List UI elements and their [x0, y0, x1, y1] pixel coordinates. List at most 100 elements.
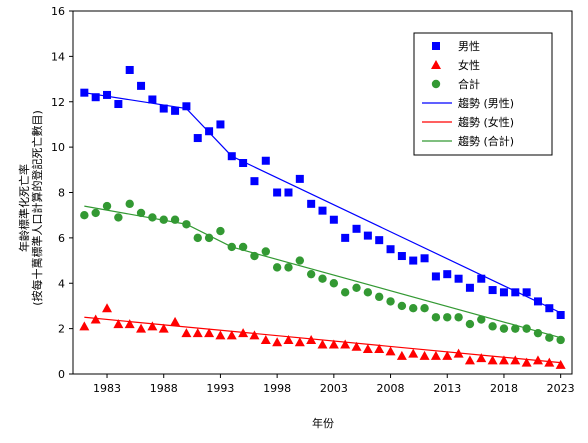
data-point-series-2	[318, 274, 327, 283]
data-point-series-2	[272, 263, 282, 272]
legend-trend-label-0: 趨勢 (男性)	[458, 96, 514, 110]
data-point-series-1	[102, 303, 113, 313]
data-point-series-1	[498, 355, 509, 365]
data-point-series-2	[454, 313, 463, 322]
y-tick-label: 16	[51, 5, 65, 18]
data-point-series-0	[295, 174, 304, 183]
data-point-series-2	[261, 247, 270, 256]
data-point-series-0	[375, 236, 384, 245]
data-point-series-0	[352, 224, 361, 233]
data-point-series-1	[487, 355, 498, 365]
data-point-series-2	[159, 215, 168, 224]
data-point-series-2	[431, 313, 441, 322]
data-point-series-0	[522, 288, 531, 297]
axis-ticks: 0 2 4 6 8 10 12 14 16 1983 1988 1993 1998 2003 2008 201…	[51, 5, 575, 395]
data-point-series-1	[147, 321, 158, 331]
x-tick-label: 2023	[547, 382, 575, 395]
data-point-series-2	[545, 333, 554, 342]
data-point-series-2	[80, 210, 89, 220]
data-point-series-0	[420, 254, 429, 263]
data-point-series-2	[238, 242, 248, 252]
data-point-series-0	[386, 245, 395, 254]
data-point-series-0	[91, 93, 100, 102]
data-point-series-2	[443, 313, 452, 322]
data-point-series-1	[260, 334, 271, 344]
data-point-series-0	[465, 283, 474, 292]
data-point-series-2	[352, 283, 361, 292]
data-point-series-1	[396, 350, 407, 360]
data-point-series-1	[238, 328, 249, 338]
data-point-series-0	[545, 304, 554, 313]
data-point-series-2	[329, 279, 339, 288]
data-point-series-2	[182, 220, 191, 229]
data-point-series-0	[182, 102, 191, 111]
data-point-series-0	[307, 199, 316, 208]
data-point-series-0	[261, 156, 270, 165]
data-point-series-0	[125, 65, 134, 74]
data-point-series-0	[511, 288, 520, 297]
data-point-series-1	[453, 348, 464, 358]
legend-label-2: 合計	[458, 77, 480, 91]
data-point-series-1	[79, 321, 90, 331]
y-tick-label: 2	[58, 323, 65, 336]
y-tick-label: 0	[58, 368, 65, 381]
data-point-series-1	[476, 353, 487, 363]
data-point-series-1	[317, 339, 328, 349]
data-point-series-1	[419, 350, 430, 360]
data-point-series-1	[192, 328, 203, 338]
data-point-series-0	[171, 106, 180, 115]
data-point-series-2	[284, 263, 293, 272]
data-point-series-0	[205, 127, 214, 136]
trend-line-2	[84, 205, 561, 339]
data-point-series-0	[454, 274, 463, 283]
data-point-series-0	[431, 272, 440, 281]
x-axis-title: 年份	[312, 416, 334, 430]
x-tick-label: 1998	[263, 382, 291, 395]
legend-box	[413, 32, 553, 156]
data-point-series-2	[477, 315, 486, 324]
data-point-series-2	[340, 288, 350, 297]
data-point-series-0	[533, 297, 542, 306]
y-tick-label: 8	[58, 187, 65, 200]
data-point-series-2	[488, 322, 497, 331]
data-point-series-1	[204, 328, 215, 338]
data-point-series-2	[250, 251, 259, 261]
y-tick-label: 6	[58, 232, 65, 245]
legend-marker-0	[432, 42, 440, 50]
data-point-series-2	[397, 301, 407, 311]
data-point-series-2	[114, 213, 123, 222]
x-tick-label: 2013	[433, 382, 461, 395]
y-axis-title: 年齡標準化死亡率 (按每十萬標準人口計算的登記死亡數目)	[17, 110, 44, 306]
data-point-series-0	[239, 159, 248, 168]
data-point-series-2	[465, 319, 475, 329]
data-point-series-2	[409, 304, 418, 313]
data-point-series-0	[341, 233, 350, 242]
data-point-series-0	[488, 286, 497, 295]
y-axis-title-line-1: 年齡標準化死亡率	[17, 164, 31, 252]
legend-trend-label-1: 趨勢 (女性)	[458, 115, 514, 129]
x-tick-label: 2003	[320, 382, 348, 395]
y-axis-title-line-2: (按每十萬標準人口計算的登記死亡數目)	[30, 110, 44, 306]
data-point-series-2	[386, 297, 395, 306]
x-tick-label: 2008	[377, 382, 405, 395]
x-tick-label: 1983	[93, 382, 121, 395]
data-point-series-2	[91, 208, 100, 218]
data-point-series-2	[306, 269, 316, 279]
y-tick-label: 4	[58, 277, 65, 290]
data-point-series-0	[193, 134, 202, 143]
data-point-series-1	[249, 330, 260, 340]
data-point-series-1	[385, 346, 396, 356]
data-point-series-0	[273, 188, 282, 197]
data-point-series-1	[362, 344, 373, 354]
data-point-series-1	[90, 314, 101, 324]
data-point-series-0	[227, 152, 236, 161]
data-point-series-1	[226, 330, 237, 340]
data-point-series-2	[227, 242, 236, 252]
y-tick-label: 12	[51, 96, 65, 109]
data-point-series-1	[408, 348, 419, 358]
data-point-series-2	[533, 328, 543, 338]
data-point-series-0	[477, 274, 486, 283]
data-point-series-0	[318, 206, 327, 215]
legend-label-1: 女性	[458, 58, 480, 72]
data-point-series-0	[443, 270, 452, 279]
